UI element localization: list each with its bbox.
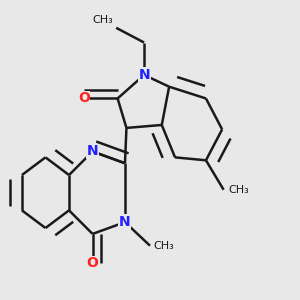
Text: CH₃: CH₃	[92, 15, 113, 25]
Text: O: O	[87, 256, 98, 270]
Text: N: N	[87, 145, 98, 158]
Text: CH₃: CH₃	[153, 241, 174, 251]
Text: O: O	[78, 92, 90, 106]
Text: CH₃: CH₃	[228, 185, 249, 195]
Text: N: N	[138, 68, 150, 82]
Text: N: N	[119, 215, 131, 229]
